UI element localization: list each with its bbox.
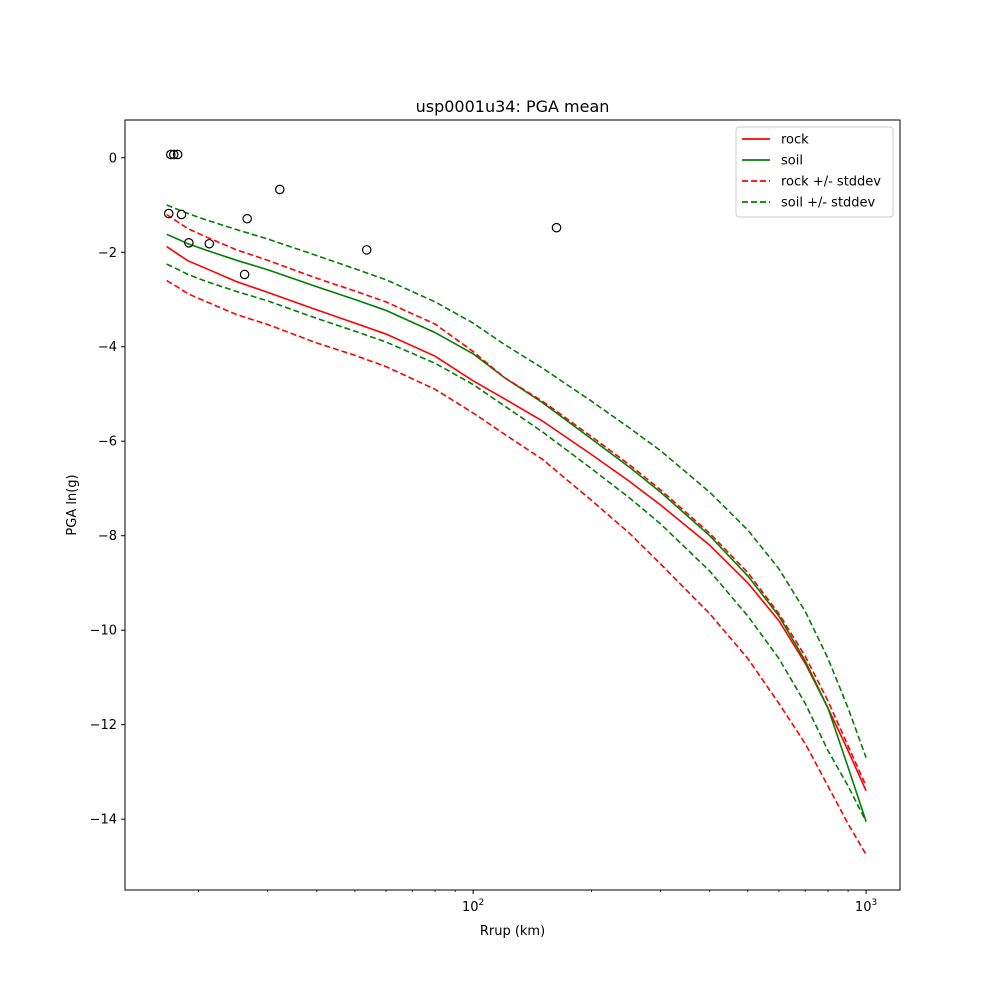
y-tick-label: −12	[90, 718, 117, 733]
observation-point	[184, 238, 194, 248]
x-tick-label: 103	[855, 898, 877, 915]
series-line-3	[166, 279, 867, 856]
x-tick-base: 10	[855, 900, 872, 915]
legend-label: rock +/- stddev	[781, 175, 881, 190]
series-line-4	[166, 204, 867, 758]
x-axis-label: Rrup (km)	[480, 924, 545, 939]
legend-label: rock	[781, 133, 809, 148]
observation-point	[239, 269, 250, 280]
legend: rock soil rock +/- stddev soil +/- stddev	[735, 126, 894, 218]
y-tick-label: −4	[98, 340, 117, 355]
observation-point	[274, 184, 285, 195]
observation-point	[361, 245, 372, 255]
series-line-5	[166, 263, 867, 822]
observation-point	[172, 149, 183, 160]
legend-label: soil +/- stddev	[781, 196, 876, 211]
observation-point	[165, 149, 176, 160]
legend-box	[735, 126, 894, 218]
x-tick-label: 102	[462, 898, 484, 915]
y-tick-label: −6	[98, 435, 117, 450]
y-axis-label: PGA ln(g)	[65, 474, 80, 535]
x-tick-exponent: 3	[871, 898, 877, 908]
observation-point	[176, 209, 187, 220]
y-tick-label: −14	[90, 813, 117, 828]
plot-points	[163, 149, 562, 280]
series-line-0	[166, 245, 867, 792]
y-tick-label: −8	[98, 529, 117, 544]
y-tick-label: −10	[90, 624, 117, 639]
observation-point	[163, 208, 174, 219]
chart-title: usp0001u34: PGA mean	[416, 97, 610, 116]
legend-label: soil	[781, 154, 803, 169]
plot-lines	[166, 204, 867, 856]
y-tick-label: −2	[98, 246, 117, 261]
plot-area	[125, 120, 900, 890]
observation-point	[168, 149, 179, 160]
series-line-2	[166, 213, 867, 787]
x-tick-base: 10	[462, 900, 479, 915]
plot-frame	[124, 119, 901, 891]
observation-point	[204, 238, 215, 249]
y-tick-label: 0	[109, 151, 117, 166]
observation-point	[242, 213, 252, 224]
observation-point	[551, 222, 562, 233]
x-tick-exponent: 2	[479, 898, 485, 908]
